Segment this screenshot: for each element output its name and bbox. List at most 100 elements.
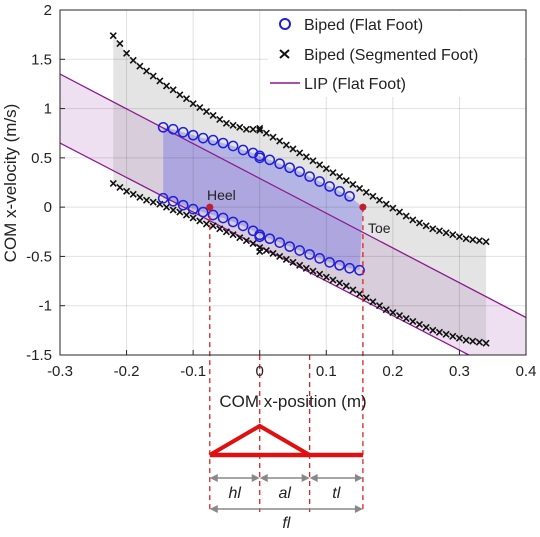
data-markers bbox=[109, 32, 490, 347]
al-arrow-head-left bbox=[259, 474, 268, 482]
segmented-foot-point bbox=[129, 190, 137, 198]
flat-foot-point bbox=[157, 192, 169, 204]
flat-foot-point bbox=[187, 129, 199, 141]
segmented-foot-point bbox=[429, 326, 437, 334]
segmented-foot-point bbox=[142, 67, 151, 75]
segmented-foot-point bbox=[449, 332, 457, 340]
flat-foot-point bbox=[227, 140, 239, 152]
legend-x-marker bbox=[279, 49, 290, 59]
dashed-guides bbox=[209, 207, 364, 512]
segmented-foot-point bbox=[455, 233, 463, 241]
segmented-foot-point bbox=[182, 211, 191, 219]
segmented-foot-point bbox=[302, 153, 310, 161]
segmented-foot-point bbox=[402, 314, 410, 323]
segmented-foot-point bbox=[242, 125, 250, 133]
toe-label: Toe bbox=[368, 220, 391, 236]
segmented-foot-point bbox=[202, 220, 211, 228]
segmented-foot-point bbox=[149, 72, 157, 80]
segmented-foot-point bbox=[449, 231, 457, 239]
segmented-foot-point bbox=[156, 77, 164, 85]
segmented-foot-point bbox=[409, 216, 417, 224]
flat-foot-point bbox=[284, 162, 296, 174]
segmented-foot-point bbox=[162, 203, 171, 211]
flat-foot-point bbox=[167, 123, 179, 135]
flat-foot-point bbox=[207, 209, 219, 221]
flat-foot-point bbox=[274, 237, 286, 248]
segmented-foot-point bbox=[216, 115, 224, 123]
flat-foot-point bbox=[294, 166, 306, 178]
x-tick-label: 0.1 bbox=[316, 363, 337, 380]
segmented-foot-point bbox=[109, 179, 117, 188]
flat-foot-point bbox=[264, 233, 276, 245]
segmented-foot-point bbox=[289, 145, 297, 153]
flat-foot-point bbox=[354, 264, 365, 276]
y-axis-label: COM x-velocity (m/s) bbox=[1, 104, 20, 263]
segmented-foot-point bbox=[382, 306, 390, 314]
lip-lines bbox=[60, 73, 526, 355]
segmented-foot-point bbox=[162, 82, 171, 90]
legend-circle-marker bbox=[279, 18, 291, 30]
segmented-foot-point bbox=[276, 252, 284, 260]
flat-foot-point bbox=[344, 262, 355, 274]
segmented-foot-point bbox=[395, 208, 404, 216]
foot-diagram: hl al tl fl bbox=[208, 423, 363, 532]
segmented-foot-point bbox=[336, 279, 344, 287]
y-tick-label: -1.5 bbox=[26, 347, 52, 364]
flat-foot-point bbox=[334, 259, 345, 271]
fl-arrow-head-left bbox=[209, 505, 218, 513]
segmented-foot-point bbox=[129, 56, 137, 64]
segmented-foot-point bbox=[116, 183, 124, 191]
y-tick-label: 0.5 bbox=[31, 150, 52, 167]
y-tick-label: 1 bbox=[44, 101, 52, 118]
lip-band bbox=[60, 74, 526, 355]
lip-line bbox=[60, 73, 526, 319]
segmented-foot-point bbox=[229, 231, 237, 239]
segmented-foot-point bbox=[422, 323, 430, 331]
segmented-foot-point bbox=[123, 187, 131, 195]
legend-label: LIP (Flat Foot) bbox=[304, 76, 406, 93]
segment-label: hl bbox=[229, 485, 242, 502]
segmented-foot-point bbox=[435, 328, 444, 336]
segmented-foot-point bbox=[136, 62, 144, 70]
x-axis-label: COM x-position (m) bbox=[219, 392, 366, 411]
tl-arrow-head-right bbox=[354, 474, 363, 482]
segmented-foot-point bbox=[362, 294, 370, 302]
x-tick-label: 0.4 bbox=[516, 363, 537, 380]
segmented-foot-point bbox=[442, 229, 450, 237]
segmented-foot-point bbox=[369, 192, 377, 200]
segmented-foot-point bbox=[116, 39, 124, 48]
segmented-foot-point bbox=[189, 100, 197, 108]
segmented-foot-point bbox=[316, 270, 324, 278]
segmented-foot-point bbox=[236, 123, 244, 131]
segmented-foot-point bbox=[196, 104, 204, 112]
segmented-foot-point bbox=[222, 228, 230, 236]
segmented-foot-point bbox=[202, 107, 211, 116]
legend-label: Biped (Flat Foot) bbox=[304, 17, 423, 34]
segmented-foot-point bbox=[276, 137, 284, 145]
segmented-foot-point bbox=[176, 91, 184, 99]
segmented-foot-point bbox=[262, 129, 270, 137]
x-tick-label: 0 bbox=[256, 363, 264, 380]
segmented-foot-point bbox=[249, 240, 257, 248]
segmented-foot-point bbox=[369, 298, 377, 306]
flat-foot-point bbox=[157, 121, 169, 133]
segmented-foot-point bbox=[229, 121, 237, 129]
segmented-foot-point bbox=[216, 225, 224, 233]
segmented-foot-point bbox=[296, 261, 304, 269]
tl-arrow-head-left bbox=[309, 474, 318, 482]
flat-foot-point bbox=[197, 132, 209, 144]
segmented-foot-point bbox=[256, 126, 264, 134]
contact-point-marker bbox=[206, 203, 214, 211]
segmented-foot-point bbox=[329, 169, 337, 177]
segmented-foot-point bbox=[136, 193, 144, 201]
segmented-foot-point bbox=[349, 180, 357, 189]
segmented-foot-point bbox=[289, 258, 297, 266]
y-tick-label: -1 bbox=[39, 298, 52, 315]
segment-label: tl bbox=[332, 485, 340, 502]
segmented-foot-point bbox=[249, 125, 257, 133]
x-tick-label: 0.2 bbox=[382, 363, 403, 380]
segmented-foot-point bbox=[356, 184, 364, 192]
segmented-foot-point bbox=[236, 234, 244, 242]
legend-box bbox=[268, 11, 524, 97]
